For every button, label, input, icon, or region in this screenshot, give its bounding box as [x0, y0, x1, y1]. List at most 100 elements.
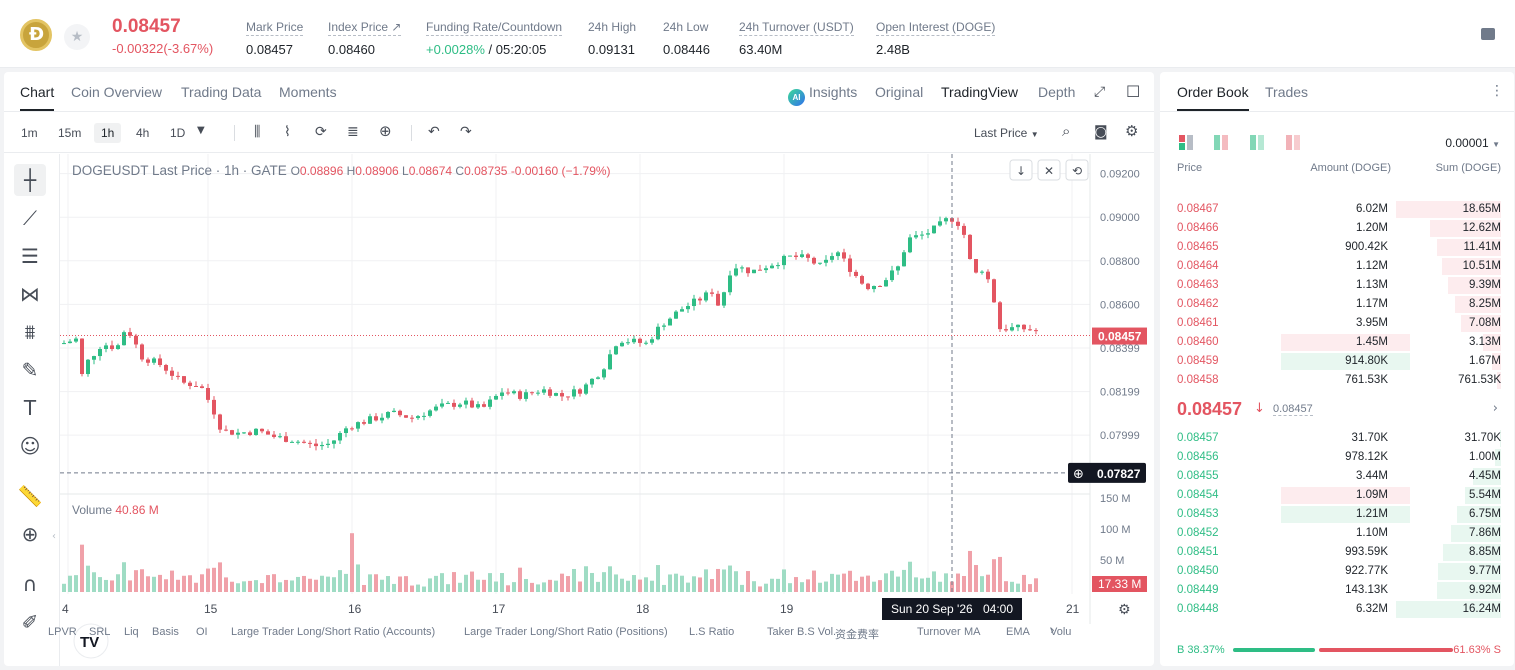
chevron-right-icon[interactable]: ›: [1492, 401, 1498, 416]
volume-bar: [212, 567, 216, 592]
candle: [836, 250, 840, 260]
volume-bar: [740, 584, 744, 592]
expand-icon[interactable]: ⤢: [1094, 84, 1106, 100]
collapse-icon[interactable]: [1037, 159, 1061, 181]
book-icon[interactable]: [1481, 28, 1495, 40]
indicator-12[interactable]: EMA: [1006, 626, 1030, 638]
tab-trades[interactable]: Trades: [1265, 84, 1309, 100]
view-bids-icon[interactable]: [1214, 135, 1230, 151]
ruler-tool-icon[interactable]: 📏: [17, 484, 43, 508]
replay-icon[interactable]: ⟳: [315, 124, 327, 140]
view-sells-icon[interactable]: [1286, 135, 1302, 151]
interval-1d[interactable]: 1D: [170, 126, 186, 140]
tab-order-book[interactable]: Order Book: [1177, 84, 1249, 111]
bid-row[interactable]: 0.08452 1.10M 7.86M: [1160, 524, 1514, 543]
indicator-3[interactable]: Basis: [152, 626, 179, 638]
bid-row[interactable]: 0.08449 143.13K 9.92M: [1160, 581, 1514, 600]
tab-original[interactable]: Original: [875, 84, 924, 100]
interval-15m[interactable]: 15m: [58, 126, 82, 140]
ask-row[interactable]: 0.08458 761.53K 761.53K: [1160, 371, 1514, 390]
indicator-0[interactable]: LPVR: [48, 626, 77, 638]
pencil-tool-icon[interactable]: ✐: [21, 610, 39, 634]
emoji-tool-icon[interactable]: ☺: [19, 434, 41, 458]
bid-row[interactable]: 0.08448 6.32M 16.24M: [1160, 600, 1514, 619]
indicator-1[interactable]: SRL: [89, 626, 111, 638]
add-indicator-icon[interactable]: ⊕: [379, 122, 392, 140]
brush-tool-icon[interactable]: ✎: [21, 358, 39, 382]
redo-icon[interactable]: ↷: [460, 124, 472, 140]
tab-insights[interactable]: AI Insights: [788, 84, 857, 106]
indicator-9[interactable]: 资金费率: [835, 629, 879, 641]
indicator-2[interactable]: Liq: [124, 626, 139, 638]
fib-tool-icon[interactable]: ☰: [21, 244, 39, 268]
bid-row[interactable]: 0.08453 1.21M 6.75M: [1160, 505, 1514, 524]
indicator-10[interactable]: Turnover: [917, 626, 961, 638]
bid-row[interactable]: 0.08457 31.70K 31.70K: [1160, 429, 1514, 448]
volume-bar: [620, 578, 624, 592]
volume-bar: [956, 573, 960, 592]
ask-row[interactable]: 0.08462 1.17M 8.25M: [1160, 295, 1514, 314]
collapse-toolbar-icon[interactable]: ‹: [52, 531, 56, 542]
download-icon[interactable]: [1009, 159, 1033, 181]
ask-row[interactable]: 0.08467 6.02M 18.65M: [1160, 200, 1514, 219]
candle-type-icon[interactable]: ⫼: [254, 124, 261, 140]
undo-icon[interactable]: ↶: [428, 124, 440, 140]
price-source-select[interactable]: Last Price ▼: [974, 126, 1039, 140]
scroll-right-icon[interactable]: ›: [1050, 623, 1055, 637]
tab-coin-overview[interactable]: Coin Overview: [71, 84, 163, 100]
indicator-7[interactable]: L.S Ratio: [689, 626, 735, 638]
ask-row[interactable]: 0.08464 1.12M 10.51M: [1160, 257, 1514, 276]
ask-row[interactable]: 0.08460 1.45M 3.13M: [1160, 333, 1514, 352]
indicators-icon[interactable]: ⌇: [284, 124, 291, 140]
bid-row[interactable]: 0.08455 3.44M 4.45M: [1160, 467, 1514, 486]
tab-moments[interactable]: Moments: [279, 84, 337, 100]
bid-row[interactable]: 0.08451 993.59K 8.85M: [1160, 543, 1514, 562]
template-icon[interactable]: ≣: [347, 124, 359, 140]
settings-gear-icon[interactable]: ⚙: [1125, 122, 1139, 140]
volume-bar: [1022, 574, 1026, 592]
bid-row[interactable]: 0.08450 922.77K 9.77M: [1160, 562, 1514, 581]
interval-1m[interactable]: 1m: [21, 126, 38, 140]
ask-row[interactable]: 0.08466 1.20M 12.62M: [1160, 219, 1514, 238]
indicator-5[interactable]: Large Trader Long/Short Ratio (Accounts): [231, 626, 436, 638]
price-chart[interactable]: 0.09200 0.09000 0.08800 0.08600 0.08399 0.081…: [60, 154, 1154, 666]
interval-1h[interactable]: 1h: [94, 123, 122, 143]
volume-bar: [602, 572, 606, 592]
projection-tool-icon[interactable]: ⩩: [24, 320, 36, 344]
tab-depth[interactable]: Depth: [1038, 84, 1076, 100]
interval-4h[interactable]: 4h: [136, 126, 150, 140]
window-icon[interactable]: ☐: [1126, 82, 1141, 101]
zoom-tool-icon[interactable]: ⊕: [21, 522, 39, 546]
bid-row[interactable]: 0.08454 1.09M 5.54M: [1160, 486, 1514, 505]
trend-line-tool-icon[interactable]: ⟋: [23, 206, 37, 230]
interval-dropdown-icon[interactable]: ▼: [197, 125, 205, 136]
tab-tradingview[interactable]: TradingView: [941, 84, 1019, 100]
indicator-8[interactable]: Taker B.S Vol.: [767, 626, 837, 638]
volume-bar: [716, 568, 720, 592]
reset-chart-icon[interactable]: [1065, 159, 1089, 181]
precision-select[interactable]: 0.00001 ▼: [1445, 136, 1500, 150]
indicator-13[interactable]: Volu: [1050, 626, 1072, 638]
bid-row[interactable]: 0.08456 978.12K 1.00M: [1160, 448, 1514, 467]
view-asks-icon[interactable]: [1250, 135, 1266, 151]
crosshair-tool-icon[interactable]: ┼: [14, 164, 46, 196]
ask-row[interactable]: 0.08461 3.95M 7.08M: [1160, 314, 1514, 333]
ask-row[interactable]: 0.08459 914.80K 1.67M: [1160, 352, 1514, 371]
view-both-icon[interactable]: [1179, 135, 1195, 151]
tab-chart[interactable]: Chart: [20, 84, 55, 111]
more-options-icon[interactable]: ⋮: [1490, 83, 1504, 99]
tab-trading-data[interactable]: Trading Data: [181, 84, 262, 100]
indicator-4[interactable]: OI: [196, 626, 208, 638]
pattern-tool-icon[interactable]: ⋈: [20, 282, 40, 306]
indicator-11[interactable]: MA: [964, 626, 981, 638]
ask-row[interactable]: 0.08465 900.42K 11.41M: [1160, 238, 1514, 257]
camera-icon[interactable]: ◙: [1094, 124, 1108, 140]
favorite-star-icon[interactable]: ★: [64, 24, 90, 50]
search-icon[interactable]: ⌕: [1062, 122, 1071, 140]
text-tool-icon[interactable]: T: [23, 396, 37, 420]
axis-settings-icon[interactable]: ⚙: [1118, 602, 1131, 618]
ask-row[interactable]: 0.08463 1.13M 9.39M: [1160, 276, 1514, 295]
magnet-tool-icon[interactable]: ∩: [22, 572, 38, 596]
mark-price[interactable]: 0.08457: [1273, 403, 1313, 416]
indicator-6[interactable]: Large Trader Long/Short Ratio (Positions…: [464, 626, 668, 638]
